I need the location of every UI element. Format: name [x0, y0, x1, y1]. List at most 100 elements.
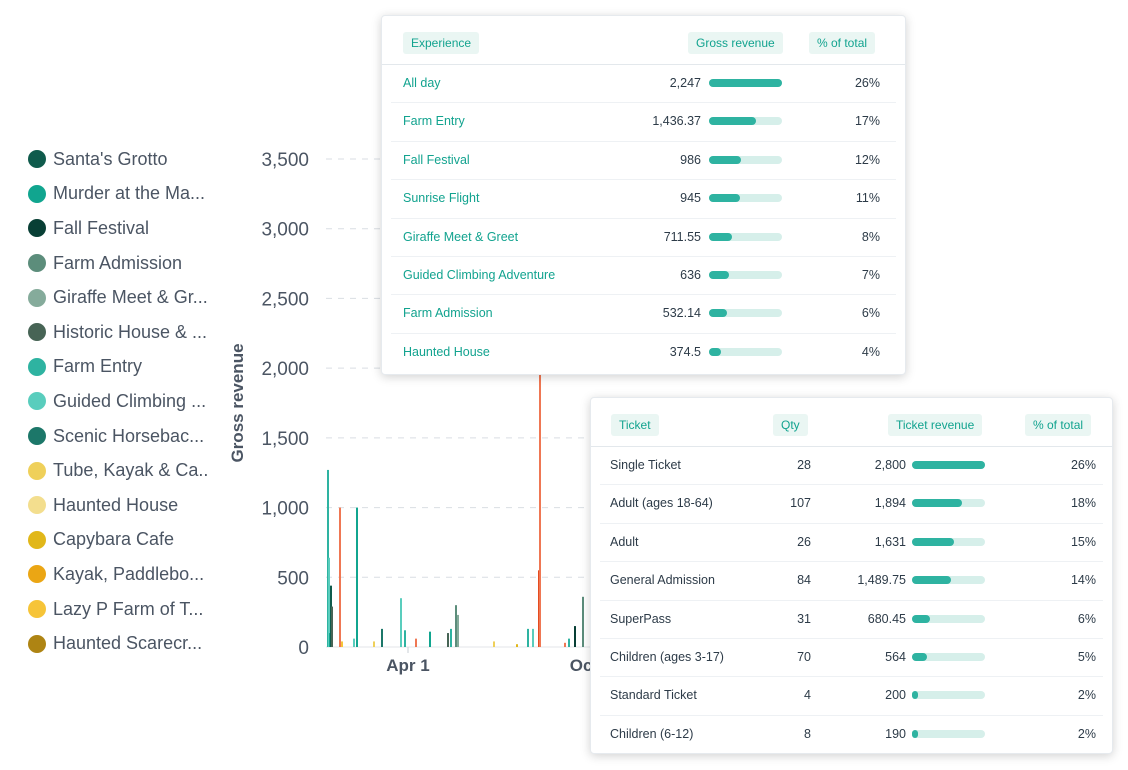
- revenue-bar-fill: [709, 309, 727, 318]
- legend-item[interactable]: Kayak, Paddlebo...: [28, 557, 208, 592]
- bar[interactable]: [455, 605, 457, 647]
- x-tick-label: Apr 1: [386, 656, 429, 675]
- table-row[interactable]: Single Ticket 28 2,800 26%: [600, 447, 1103, 486]
- bar[interactable]: [574, 626, 576, 647]
- ticket-column-header[interactable]: Ticket: [611, 414, 659, 436]
- table-row[interactable]: Fall Festival 986 12%: [391, 142, 896, 181]
- bar[interactable]: [400, 598, 402, 647]
- gross-revenue-column-header[interactable]: Gross revenue: [688, 32, 783, 54]
- qty-column-header[interactable]: Qty: [773, 414, 808, 436]
- revenue-bar-fill: [709, 232, 733, 241]
- ticket-revenue-value: 200: [885, 688, 906, 703]
- y-tick-label: 3,500: [261, 150, 309, 171]
- ticket-name: General Admission: [610, 573, 715, 588]
- revenue-bar-track: [709, 194, 782, 203]
- bar[interactable]: [582, 596, 584, 647]
- bar[interactable]: [404, 630, 406, 647]
- experience-table-body: All day 2,247 26% Farm Entry 1,436.37 17% Fall…: [382, 65, 905, 371]
- revenue-bar-track: [912, 614, 985, 623]
- ticket-revenue-value: 2,800: [874, 458, 906, 472]
- ticket-pct-total-value: 18%: [1070, 496, 1096, 511]
- table-row[interactable]: General Admission 84 1,489.75 14%: [600, 562, 1103, 601]
- bar[interactable]: [373, 641, 375, 647]
- table-row[interactable]: Farm Entry 1,436.37 17%: [391, 103, 896, 142]
- table-row[interactable]: Standard Ticket 4 200 2%: [600, 677, 1103, 716]
- experience-name: Farm Admission: [403, 306, 493, 321]
- pct-total-value: 12%: [854, 152, 880, 167]
- table-row[interactable]: Guided Climbing Adventure 636 7%: [391, 257, 896, 296]
- bar[interactable]: [415, 638, 417, 647]
- qty-value: 26: [797, 534, 811, 549]
- ticket-pct-total-value: 5%: [1077, 649, 1096, 664]
- legend-item[interactable]: Santa's Grotto: [28, 142, 208, 177]
- legend-item[interactable]: Farm Entry: [28, 350, 208, 385]
- bar[interactable]: [493, 641, 495, 647]
- revenue-bar-track: [709, 232, 782, 241]
- bar[interactable]: [339, 507, 341, 647]
- legend-item[interactable]: Fall Festival: [28, 211, 208, 246]
- qty-value: 8: [804, 726, 811, 741]
- revenue-bar-track: [912, 537, 985, 546]
- table-row[interactable]: Adult (ages 18-64) 107 1,894 18%: [600, 485, 1103, 524]
- legend-swatch: [28, 150, 46, 169]
- table-row[interactable]: Children (ages 3-17) 70 564 5%: [600, 639, 1103, 678]
- bar[interactable]: [341, 641, 343, 647]
- legend-item[interactable]: Lazy P Farm of T...: [28, 592, 208, 627]
- bar[interactable]: [328, 557, 330, 647]
- y-tick-label: 1,500: [261, 429, 309, 450]
- bar[interactable]: [450, 628, 452, 647]
- bar[interactable]: [457, 614, 459, 647]
- legend-swatch: [28, 288, 46, 307]
- table-row[interactable]: Giraffe Meet & Greet 711.55 8%: [391, 219, 896, 257]
- bar[interactable]: [356, 507, 358, 647]
- legend-label: Giraffe Meet & Gr...: [53, 287, 208, 308]
- legend-swatch: [28, 600, 46, 619]
- bar[interactable]: [381, 628, 383, 647]
- revenue-bar-fill: [709, 270, 730, 279]
- experience-column-header[interactable]: Experience: [403, 32, 480, 54]
- table-row[interactable]: Adult 26 1,631 15%: [600, 524, 1103, 563]
- legend-item[interactable]: Capybara Cafe: [28, 523, 208, 558]
- experience-revenue-table: Experience Gross revenue % of total All …: [381, 15, 906, 375]
- bar[interactable]: [353, 638, 355, 647]
- bar[interactable]: [564, 642, 566, 647]
- legend-item[interactable]: Giraffe Meet & Gr...: [28, 280, 208, 315]
- table-row[interactable]: Sunrise Flight 945 11%: [391, 180, 896, 219]
- experience-name: Giraffe Meet & Greet: [403, 229, 519, 244]
- legend-item[interactable]: Tube, Kayak & Ca...: [28, 453, 208, 488]
- ticket-revenue-value: 680.45: [867, 611, 906, 626]
- table-row[interactable]: Haunted House 374.5 4%: [391, 334, 896, 371]
- legend-item[interactable]: Guided Climbing ...: [28, 384, 208, 419]
- legend-swatch: [28, 565, 46, 584]
- table-row[interactable]: Children (6-12) 8 190 2%: [600, 716, 1103, 753]
- pct-total-value: 8%: [861, 229, 880, 244]
- ticket-revenue-value: 1,489.75: [857, 573, 906, 588]
- revenue-bar-fill: [709, 79, 782, 87]
- bar[interactable]: [568, 638, 570, 647]
- bar[interactable]: [539, 368, 541, 647]
- bar[interactable]: [447, 633, 449, 647]
- legend-item[interactable]: Murder at the Ma...: [28, 177, 208, 212]
- qty-value: 107: [790, 496, 811, 511]
- legend-item[interactable]: Haunted House: [28, 488, 208, 523]
- bar[interactable]: [331, 606, 333, 647]
- table-row[interactable]: All day 2,247 26%: [391, 65, 896, 104]
- y-tick-label: 3,000: [261, 220, 309, 241]
- table-row[interactable]: SuperPass 31 680.45 6%: [600, 601, 1103, 639]
- bar[interactable]: [516, 644, 518, 647]
- gross-revenue-value: 532.14: [662, 306, 701, 321]
- pct-total-column-header[interactable]: % of total: [809, 32, 876, 54]
- bar[interactable]: [429, 631, 431, 647]
- bar[interactable]: [527, 628, 529, 647]
- revenue-bar-track: [709, 117, 782, 126]
- bar[interactable]: [532, 628, 534, 647]
- ticket-revenue-column-header[interactable]: Ticket revenue: [888, 414, 983, 436]
- table-row[interactable]: Farm Admission 532.14 6%: [391, 295, 896, 334]
- legend-item[interactable]: Farm Admission: [28, 246, 208, 281]
- legend-item[interactable]: Haunted Scarecr...: [28, 626, 208, 661]
- revenue-bar-fill: [912, 576, 951, 585]
- ticket-pct-total-column-header[interactable]: % of total: [1025, 414, 1092, 436]
- legend-item[interactable]: Scenic Horsebac...: [28, 419, 208, 454]
- legend-swatch: [28, 392, 46, 411]
- legend-item[interactable]: Historic House & ...: [28, 315, 208, 350]
